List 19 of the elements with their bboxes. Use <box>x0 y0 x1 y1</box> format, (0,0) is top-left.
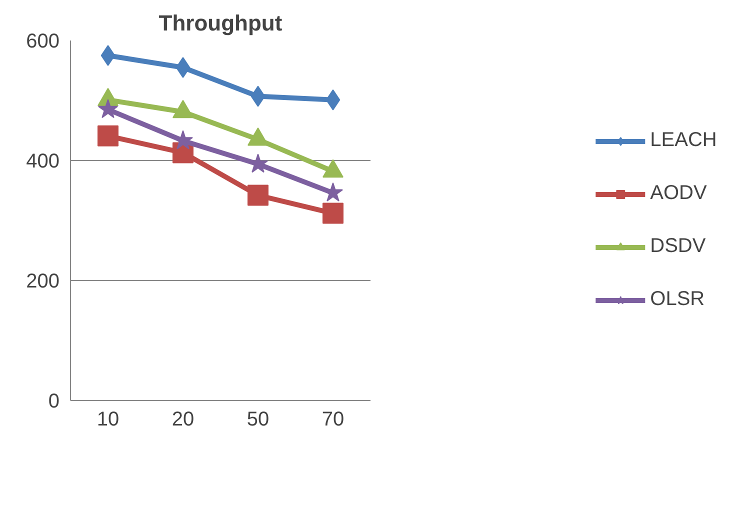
legend-label: AODV <box>650 182 707 205</box>
legend-label: OLSR <box>650 288 705 311</box>
x-tick-label: 50 <box>246 408 270 430</box>
y-tick-label: 0 <box>48 390 60 412</box>
point <box>98 99 118 118</box>
legend-label: DSDV <box>650 235 706 258</box>
chart-title: Throughput <box>158 10 283 36</box>
y-tick-label: 600 <box>26 30 60 52</box>
y-tick-label: 400 <box>26 150 60 172</box>
x-tick-label: 20 <box>172 408 194 430</box>
y-tick-label: 200 <box>26 270 60 292</box>
point <box>100 45 116 66</box>
point <box>248 184 268 206</box>
x-tick-label: 70 <box>322 408 344 430</box>
legend-label: LEACH <box>650 129 717 152</box>
x-tick-label: 10 <box>96 408 120 430</box>
point <box>322 202 344 224</box>
point <box>98 125 118 146</box>
point <box>176 57 190 78</box>
